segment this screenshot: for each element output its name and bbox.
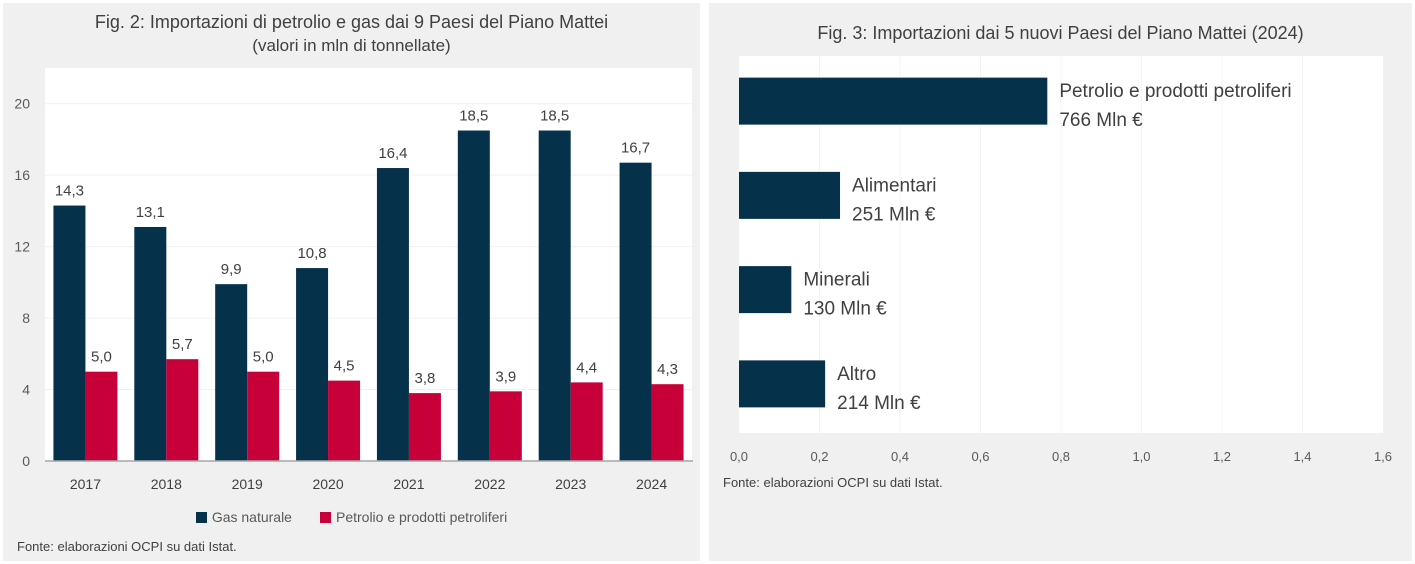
bar [739,360,826,408]
category-label: Minerali [803,270,870,291]
x-tick-label: 1,4 [1293,449,1311,464]
data-label-oil: 4,3 [657,361,678,378]
figure-3-chart: 0,0 0,2 0,4 0,6 0,8 1,0 1,2 1,4 1,6 Petrolio e pr… [730,56,1392,464]
bar-gas [296,268,329,461]
data-label-gas: 16,4 [378,145,407,162]
value-label: 214 Mln € [837,393,921,414]
value-label: 130 Mln € [803,299,887,320]
data-label-oil: 3,8 [415,370,436,387]
bar-oil [166,359,199,461]
bar-oil [328,380,361,461]
category-label: Alimentari [852,175,936,196]
data-label-oil: 5,7 [172,336,193,353]
x-tick-label: 2019 [232,476,263,492]
x-tick-label: 2024 [636,476,667,492]
data-label-gas: 10,8 [297,245,326,262]
bar-oil [570,382,603,461]
figure-3-title: Fig. 3: Importazioni dai 5 nuovi Paesi d… [817,23,1304,43]
x-tick-label: 1,6 [1374,449,1392,464]
bar-gas [619,162,652,461]
bar [739,266,792,314]
category-label: Altro [837,364,876,385]
bar [739,77,1048,125]
x-tick-label: 2018 [151,476,182,492]
bar-oil [85,371,118,461]
figure-2-legend: Gas naturale Petrolio e prodotti petroli… [3,509,700,525]
data-label-gas: 9,9 [221,261,242,278]
data-label-gas: 14,3 [55,183,84,200]
legend-label-oil: Petrolio e prodotti petroliferi [335,509,508,525]
y-tick-label: 4 [22,382,30,398]
figure-2-panel: Fig. 2: Importazioni di petrolio e gas d… [3,3,700,561]
x-tick-label: 2022 [474,476,505,492]
data-label-gas: 16,7 [621,140,650,157]
x-tick-label: 2021 [393,476,424,492]
x-tick-label: 0,6 [971,449,989,464]
legend-swatch-oil [319,511,331,523]
figure-3-panel: Fig. 3: Importazioni dai 5 nuovi Paesi d… [709,3,1412,561]
x-tick-label: 2020 [312,476,343,492]
x-tick-label: 0,0 [730,449,748,464]
data-label-gas: 18,5 [540,108,569,125]
value-label: 251 Mln € [852,204,936,225]
data-label-gas: 13,1 [136,204,165,221]
y-tick-label: 8 [22,310,30,326]
bar-oil [651,384,684,461]
category-label: Petrolio e prodotti petroliferi [1059,81,1291,102]
figure-2-subtitle: (valori in mln di tonnellate) [252,36,451,55]
data-label-oil: 4,4 [576,359,597,376]
legend-item-oil: Petrolio e prodotti petroliferi [319,509,508,525]
x-tick-label: 1,2 [1213,449,1231,464]
data-label-oil: 4,5 [334,358,355,375]
x-tick-label: 1,0 [1132,449,1150,464]
bar-oil [489,391,522,461]
x-tick-label: 0,4 [891,449,909,464]
bar-gas [215,284,248,461]
bar-gas [134,226,167,461]
bar [739,171,841,219]
x-tick-label: 2017 [70,476,101,492]
legend-item-gas: Gas naturale [195,509,292,525]
data-label-oil: 5,0 [91,349,112,366]
legend-label-gas: Gas naturale [211,509,292,525]
bar-gas [376,168,409,461]
y-tick-label: 0 [22,453,30,469]
figure-2-title: Fig. 2: Importazioni di petrolio e gas d… [94,12,609,32]
figure-3-source: Fonte: elaborazioni OCPI su dati Istat. [723,475,943,490]
y-tick-label: 16 [14,167,30,183]
legend-swatch-gas [195,511,207,523]
bar-oil [247,371,280,461]
bar-gas [538,130,571,461]
bar-gas [457,130,490,461]
figure-2-source: Fonte: elaborazioni OCPI su dati Istat. [17,539,237,554]
x-tick-label: 0,8 [1052,449,1070,464]
data-label-oil: 5,0 [253,349,274,366]
y-tick-label: 20 [14,96,30,112]
x-tick-label: 2023 [555,476,586,492]
x-tick-label: 0,2 [810,449,828,464]
data-label-oil: 3,9 [495,368,516,385]
bar-gas [53,205,86,461]
value-label: 766 Mln € [1059,110,1143,131]
figure-2-chart: 0 4 8 12 16 20 14,3 5,0 2017 13,1 5,7 2018 9,9 5,0 201… [14,68,693,492]
y-tick-label: 12 [14,239,30,255]
bar-oil [408,393,441,461]
data-label-gas: 18,5 [459,108,488,125]
